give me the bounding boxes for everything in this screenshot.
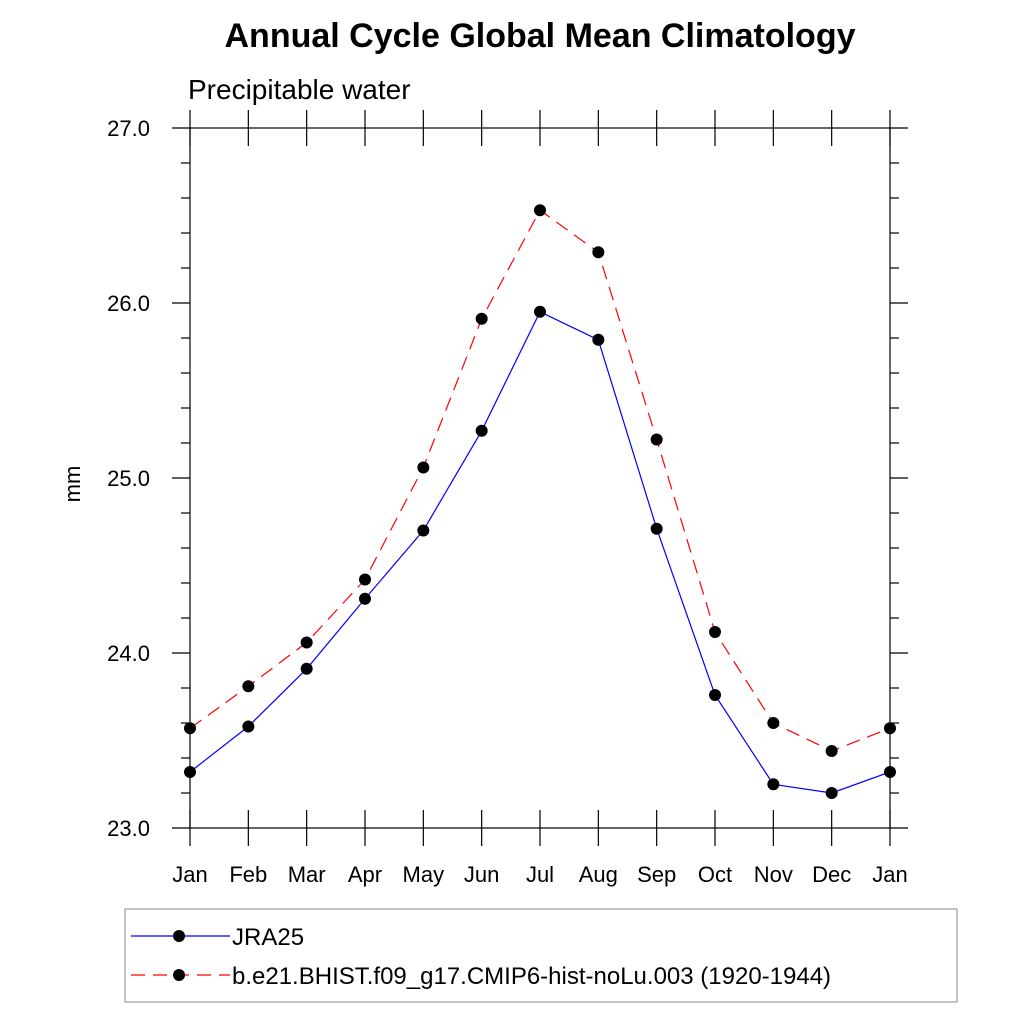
series-line-1: [189, 209, 891, 752]
data-point-series-1: [417, 461, 430, 474]
y-tick-label: 24.0: [107, 641, 150, 666]
data-point-series-0: [825, 787, 838, 799]
data-point-series-0: [359, 592, 371, 605]
data-point-series-0: [184, 766, 196, 778]
legend-label-0: JRA25: [232, 924, 304, 951]
data-point-series-1: [359, 573, 371, 586]
legend-marker-0: [173, 930, 185, 942]
y-tick-label: 27.0: [107, 116, 150, 141]
legend: JRA25 b.e21.BHIST.f09_g17.CMIP6-hist-noLu…: [131, 924, 831, 990]
data-point-series-0: [592, 333, 605, 346]
legend-marker-1: [173, 969, 185, 981]
data-point-series-1: [825, 745, 838, 757]
x-tick-label: Mar: [288, 862, 326, 887]
x-tick-label: Jun: [464, 862, 499, 887]
x-tick-label: Sep: [637, 862, 676, 887]
data-point-series-0: [767, 778, 780, 791]
data-point-series-0: [709, 689, 721, 701]
y-axis-label: mm: [60, 466, 85, 503]
data-point-series-1: [534, 204, 546, 217]
data-point-series-0: [417, 524, 430, 537]
x-tick-label: Dec: [812, 862, 851, 887]
data-point-series-1: [300, 636, 313, 649]
x-tick-label: Nov: [754, 862, 793, 887]
data-point-series-1: [475, 312, 488, 325]
y-tick-label: 25.0: [107, 466, 150, 491]
data-point-series-1: [650, 433, 663, 446]
x-tick-label: Apr: [348, 862, 382, 887]
data-series: [184, 204, 896, 799]
x-tick-label: Jul: [526, 862, 554, 887]
data-point-series-1: [767, 717, 780, 729]
y-tick-label: 26.0: [107, 291, 150, 316]
legend-box: [124, 908, 958, 1003]
x-tick-label: Feb: [229, 862, 267, 887]
data-point-series-1: [709, 626, 721, 638]
legend-label-1: b.e21.BHIST.f09_g17.CMIP6-hist-noLu.003 …: [232, 963, 831, 990]
x-tick-label: Jan: [172, 862, 207, 887]
chart-title: Annual Cycle Global Mean Climatology: [225, 17, 856, 55]
x-tick-label: Aug: [579, 862, 618, 887]
data-point-series-0: [242, 720, 255, 733]
chart-subtitle: Precipitable water: [188, 74, 411, 105]
axes: 23.0 24.0 25.0 26.0 27.0 Jan Feb Mar Apr May Jun Ju…: [107, 110, 908, 887]
data-point-series-1: [592, 246, 605, 259]
x-tick-label: May: [403, 862, 445, 887]
x-tick-label: Oct: [698, 862, 732, 887]
data-point-series-0: [300, 662, 313, 675]
plot-area-frame: [189, 127, 891, 829]
data-point-series-0: [534, 305, 546, 318]
x-tick-label: Jan: [872, 862, 907, 887]
data-point-series-1: [884, 722, 896, 735]
data-point-series-0: [475, 424, 488, 437]
data-point-series-1: [184, 722, 196, 735]
data-point-series-1: [242, 680, 255, 693]
data-point-series-0: [650, 522, 663, 535]
y-tick-label: 23.0: [107, 816, 150, 841]
data-point-series-0: [884, 766, 896, 778]
series-line-0: [189, 311, 891, 794]
